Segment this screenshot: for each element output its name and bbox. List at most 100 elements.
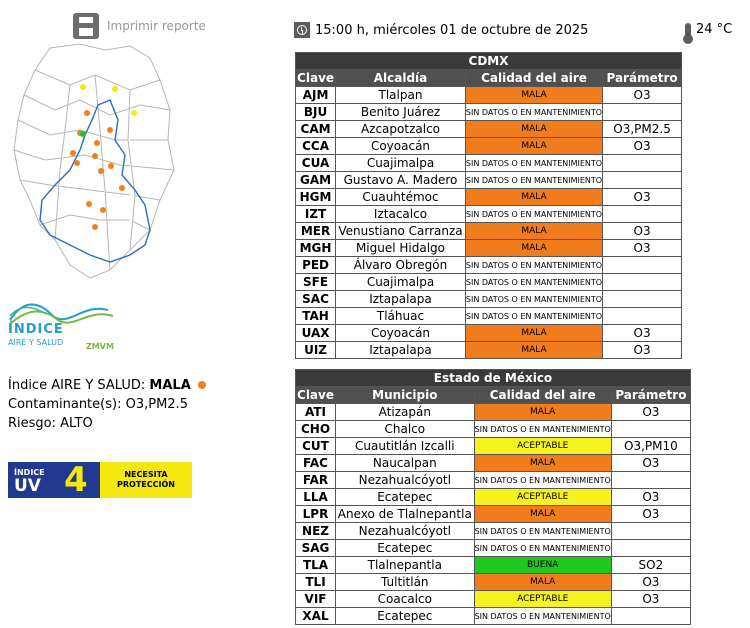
station-dot: [86, 201, 92, 207]
station-parameter: O3,PM2.5: [602, 120, 682, 138]
station-location: Cuauhtémoc: [335, 188, 466, 206]
risk-line: Riesgo: ALTO: [8, 414, 206, 433]
table-row: GAM Gustavo A. Madero SIN DATOS O EN MANTE…: [294, 171, 682, 189]
table-row: XAL Ecatepec SIN DATOS O EN MANTENIMIENTO: [294, 607, 692, 625]
print-report-label: Imprimir reporte: [107, 19, 206, 33]
station-location: Chalco: [335, 420, 475, 438]
station-location: Ecatepec: [335, 607, 475, 625]
air-quality-status: SIN DATOS O EN MANTENIMIENTO: [473, 420, 612, 438]
station-code: LPR: [294, 505, 337, 523]
station-dot: [92, 224, 98, 230]
station-location: Gustavo A. Madero: [335, 171, 466, 189]
air-quality-status: MALA: [464, 239, 604, 257]
station-parameter: O3: [602, 188, 682, 206]
table-row: MER Venustiano Carranza MALA O3: [294, 222, 682, 240]
station-code: LLA: [294, 488, 337, 506]
station-parameter: O3: [602, 137, 682, 155]
air-quality-status: ACEPTABLE: [473, 488, 612, 506]
station-location: Venustiano Carranza: [335, 222, 466, 240]
table-row: UIZ Iztapalapa MALA O3: [294, 341, 682, 359]
station-parameter: [610, 607, 692, 625]
air-quality-status: ACEPTABLE: [473, 437, 612, 455]
station-parameter: [602, 290, 682, 308]
column-header: Calidad del aire: [464, 69, 604, 87]
station-parameter: [602, 205, 682, 223]
logo-zmvm: ZMVM: [86, 342, 114, 351]
station-code: IZT: [294, 205, 337, 223]
station-location: Álvaro Obregón: [335, 256, 466, 274]
station-parameter: [610, 471, 692, 489]
station-dot: [112, 86, 118, 92]
air-quality-status: MALA: [473, 505, 612, 523]
air-quality-status: SIN DATOS O EN MANTENIMIENTO: [464, 154, 604, 172]
table-row: CHO Chalco SIN DATOS O EN MANTENIMIENTO: [294, 420, 692, 438]
column-header: Clave: [294, 386, 337, 404]
station-dot: [98, 168, 104, 174]
station-location: Atizapán: [335, 403, 475, 421]
table-row: VIF Coacalco ACEPTABLE O3: [294, 590, 692, 608]
station-parameter: [610, 420, 692, 438]
station-code: NEZ: [294, 522, 337, 540]
station-location: Tultitlán: [335, 573, 475, 591]
index-line: Índice AIRE Y SALUD: MALA: [8, 376, 206, 395]
air-quality-status: MALA: [464, 324, 604, 342]
station-parameter: O3: [610, 505, 692, 523]
station-code: UAX: [294, 324, 337, 342]
logo-subtitle: AIRE Y SALUD: [8, 338, 64, 347]
station-parameter: [602, 171, 682, 189]
cdmx-table: CDMX Clave Alcaldía Calidad del aire Par…: [294, 52, 682, 359]
map-border: [13, 149, 175, 171]
table-row: FAC Naucalpan MALA O3: [294, 454, 692, 472]
print-report-button[interactable]: Imprimir reporte: [73, 13, 206, 39]
air-quality-status: SIN DATOS O EN MANTENIMIENTO: [464, 205, 604, 223]
status-dot-icon: [197, 381, 206, 389]
station-dot: [119, 185, 125, 191]
station-location: Benito Juárez: [335, 103, 466, 121]
station-location: Coacalco: [335, 590, 475, 608]
air-quality-status: MALA: [464, 137, 604, 155]
station-code: CCA: [294, 137, 337, 155]
station-location: Naucalpan: [335, 454, 475, 472]
station-dot: [92, 153, 98, 159]
uv-value: 4: [64, 460, 88, 500]
station-location: Cuautitlán Izcalli: [335, 437, 475, 455]
report-time-text: 15:00 h, miércoles 01 de octubre de 2025: [315, 22, 589, 38]
uv-label: UV: [14, 476, 41, 496]
air-quality-status: MALA: [473, 403, 612, 421]
station-location: Tlalnepantla: [335, 556, 475, 574]
station-code: CUA: [294, 154, 337, 172]
index-label: Índice AIRE Y SALUD:: [8, 378, 146, 393]
table-row: IZT Iztacalco SIN DATOS O EN MANTENIMIENTO: [294, 205, 682, 223]
table-row: CUT Cuautitlán Izcalli ACEPTABLE O3,PM10: [294, 437, 692, 455]
table-row: UAX Coyoacán MALA O3: [294, 324, 682, 342]
station-location: Cuajimalpa: [335, 154, 466, 172]
map-border: [39, 214, 151, 231]
logo-waves: [9, 303, 114, 325]
risk-value: ALTO: [60, 416, 93, 431]
column-header: Clave: [294, 69, 337, 87]
station-parameter: O3: [610, 403, 692, 421]
station-location: Nezahualcóyotl: [335, 522, 475, 540]
station-dot: [80, 131, 86, 137]
station-parameter: [602, 273, 682, 291]
station-parameter: O3: [610, 590, 692, 608]
report-time: 15:00 h, miércoles 01 de octubre de 2025: [294, 22, 588, 38]
station-dot: [80, 84, 86, 90]
station-code: TLA: [294, 556, 337, 574]
table-row: SAC Iztapalapa SIN DATOS O EN MANTENIMIENT…: [294, 290, 682, 308]
air-quality-status: MALA: [464, 222, 604, 240]
map-border: [54, 84, 71, 241]
air-quality-status: SIN DATOS O EN MANTENIMIENTO: [464, 103, 604, 121]
temperature-text: 24 °C: [696, 22, 733, 37]
station-parameter: O3: [610, 454, 692, 472]
column-header: Alcaldía: [335, 69, 466, 87]
air-quality-status: SIN DATOS O EN MANTENIMIENTO: [464, 256, 604, 274]
station-parameter: [610, 522, 692, 540]
edomex-table: Estado de México Clave Municipio Calidad…: [294, 369, 692, 625]
station-location: Cuajimalpa: [335, 273, 466, 291]
table-row: PED Álvaro Obregón SIN DATOS O EN MANTENIM…: [294, 256, 682, 274]
air-quality-status: SIN DATOS O EN MANTENIMIENTO: [473, 522, 612, 540]
edomex-table-title: Estado de México: [295, 369, 691, 387]
station-location: Iztacalco: [335, 205, 466, 223]
air-quality-map: [13, 43, 175, 279]
